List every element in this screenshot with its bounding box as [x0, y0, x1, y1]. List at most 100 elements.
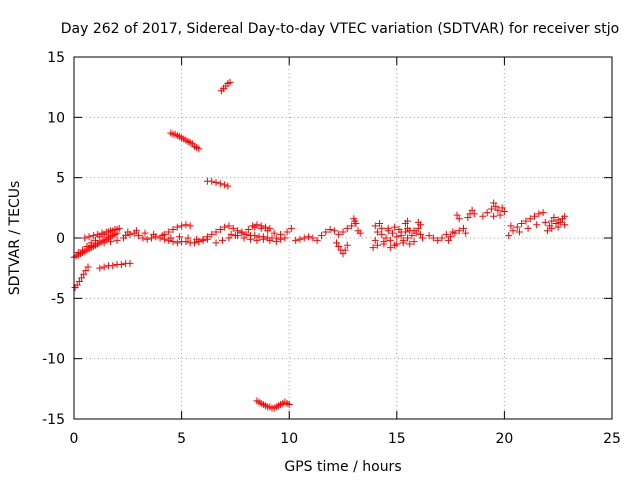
data-point [184, 234, 192, 242]
data-point [98, 229, 106, 237]
data-point [94, 240, 102, 248]
data-point [305, 233, 313, 241]
data-point [109, 262, 117, 270]
data-point [160, 230, 168, 238]
data-point [81, 234, 89, 242]
data-point [335, 230, 343, 238]
data-point [492, 203, 500, 211]
data-point [513, 223, 521, 231]
y-tick-label: -10 [42, 352, 65, 368]
data-point [270, 229, 278, 237]
data-point [262, 223, 270, 231]
data-point [380, 238, 388, 246]
data-point [500, 207, 508, 215]
chart-title: Day 262 of 2017, Sidereal Day-to-day VTE… [61, 21, 619, 37]
data-point [257, 222, 265, 230]
data-point [227, 230, 235, 238]
x-tick-label: 25 [603, 431, 621, 447]
data-point [371, 222, 379, 230]
data-point [212, 228, 220, 236]
y-tick-label: 10 [47, 110, 65, 126]
data-point [416, 221, 424, 229]
data-point [182, 238, 190, 246]
data-point [94, 230, 102, 238]
data-point [277, 230, 285, 238]
data-point [490, 212, 498, 220]
data-point [483, 209, 491, 217]
x-tick-labels: 0 5 10 15 20 25 [70, 431, 621, 447]
data-point [404, 224, 412, 232]
data-point [96, 264, 104, 272]
data-point [102, 228, 110, 236]
data-point [373, 228, 381, 236]
data-point [399, 236, 407, 244]
data-point [410, 227, 418, 235]
x-tick-label: 5 [177, 431, 186, 447]
data-point [175, 233, 183, 241]
data-point [343, 224, 351, 232]
data-point [251, 232, 259, 240]
data-point [462, 229, 470, 237]
data-point [84, 263, 92, 271]
data-point [384, 227, 392, 235]
y-tick-label: 5 [56, 171, 65, 187]
data-point [240, 234, 248, 242]
data-point [386, 244, 394, 252]
data-point [139, 234, 147, 242]
data-point [494, 206, 502, 214]
data-point [266, 224, 274, 232]
data-point [404, 234, 412, 242]
data-point [212, 178, 220, 186]
data-point [165, 228, 173, 236]
data-point [283, 228, 291, 236]
data-point [391, 223, 399, 231]
data-point [287, 224, 295, 232]
data-point [356, 229, 364, 237]
data-point [79, 246, 87, 254]
data-point [82, 267, 90, 275]
data-point [470, 210, 478, 218]
data-point [515, 228, 523, 236]
data-point [296, 235, 304, 243]
data-point [253, 221, 261, 229]
data-point [371, 236, 379, 244]
data-point [266, 236, 274, 244]
data-point [317, 232, 325, 240]
data-point [522, 217, 530, 225]
x-tick-label: 10 [280, 431, 298, 447]
data-point [554, 223, 562, 231]
data-point [352, 220, 360, 228]
plot-frame [73, 56, 613, 420]
data-point [339, 250, 347, 258]
data-point [330, 227, 338, 235]
data-point [208, 177, 216, 185]
data-point [487, 205, 495, 213]
data-point [226, 78, 234, 86]
data-point [453, 211, 461, 219]
data-point [335, 242, 343, 250]
data-point [429, 234, 437, 242]
data-point [92, 236, 100, 244]
data-point [300, 234, 308, 242]
data-point [490, 199, 498, 207]
data-point [548, 217, 556, 225]
data-point [479, 212, 487, 220]
data-point [388, 229, 396, 237]
data-point [541, 218, 549, 226]
data-point [449, 228, 457, 236]
data-point [218, 236, 226, 244]
data-point [169, 226, 177, 234]
data-point [229, 224, 237, 232]
y-tick-label: -15 [42, 412, 65, 428]
data-point [393, 240, 401, 248]
data-point [455, 227, 463, 235]
data-point [410, 238, 418, 246]
y-tick-label: 15 [47, 50, 65, 66]
data-point [167, 234, 175, 242]
x-tick-label: 0 [70, 431, 79, 447]
data-point [225, 234, 233, 242]
data-point [225, 222, 233, 230]
data-point [253, 236, 261, 244]
data-point [78, 274, 86, 282]
data-point [414, 224, 422, 232]
